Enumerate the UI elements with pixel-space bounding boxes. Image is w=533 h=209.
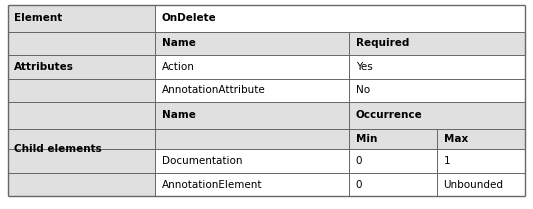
Text: 0: 0	[356, 180, 362, 190]
Text: AnnotationElement: AnnotationElement	[161, 180, 262, 190]
Text: Element: Element	[14, 13, 63, 23]
Bar	[155, 102, 349, 129]
Text: Min: Min	[356, 134, 377, 144]
Text: No: No	[356, 85, 370, 96]
Text: Action: Action	[161, 62, 195, 72]
Bar	[155, 55, 349, 79]
Text: Name: Name	[161, 38, 196, 48]
Text: OnDelete: OnDelete	[161, 13, 216, 23]
Bar	[437, 129, 525, 149]
Bar	[349, 149, 437, 173]
Bar	[349, 55, 525, 79]
Bar	[349, 129, 437, 149]
Bar	[155, 32, 349, 55]
Bar	[349, 173, 437, 196]
Text: Attributes: Attributes	[14, 62, 74, 72]
Bar	[155, 173, 349, 196]
Text: 1: 1	[443, 156, 450, 166]
Bar	[155, 79, 349, 102]
Bar	[155, 149, 349, 173]
Text: Required: Required	[356, 38, 409, 48]
Bar	[349, 102, 525, 129]
Bar	[437, 173, 525, 196]
Bar	[8, 5, 155, 32]
Text: Max: Max	[443, 134, 468, 144]
Bar	[155, 5, 525, 32]
Text: Documentation: Documentation	[161, 156, 242, 166]
Text: Unbounded: Unbounded	[443, 180, 504, 190]
Bar	[155, 129, 349, 149]
Bar	[349, 79, 525, 102]
Bar	[8, 32, 155, 102]
Bar	[437, 149, 525, 173]
Bar	[8, 102, 155, 196]
Text: Child elements: Child elements	[14, 144, 102, 154]
Text: Name: Name	[161, 110, 196, 120]
Bar	[349, 32, 525, 55]
Text: Yes: Yes	[356, 62, 373, 72]
Text: 0: 0	[356, 156, 362, 166]
Text: Occurrence: Occurrence	[356, 110, 422, 120]
Text: AnnotationAttribute: AnnotationAttribute	[161, 85, 265, 96]
